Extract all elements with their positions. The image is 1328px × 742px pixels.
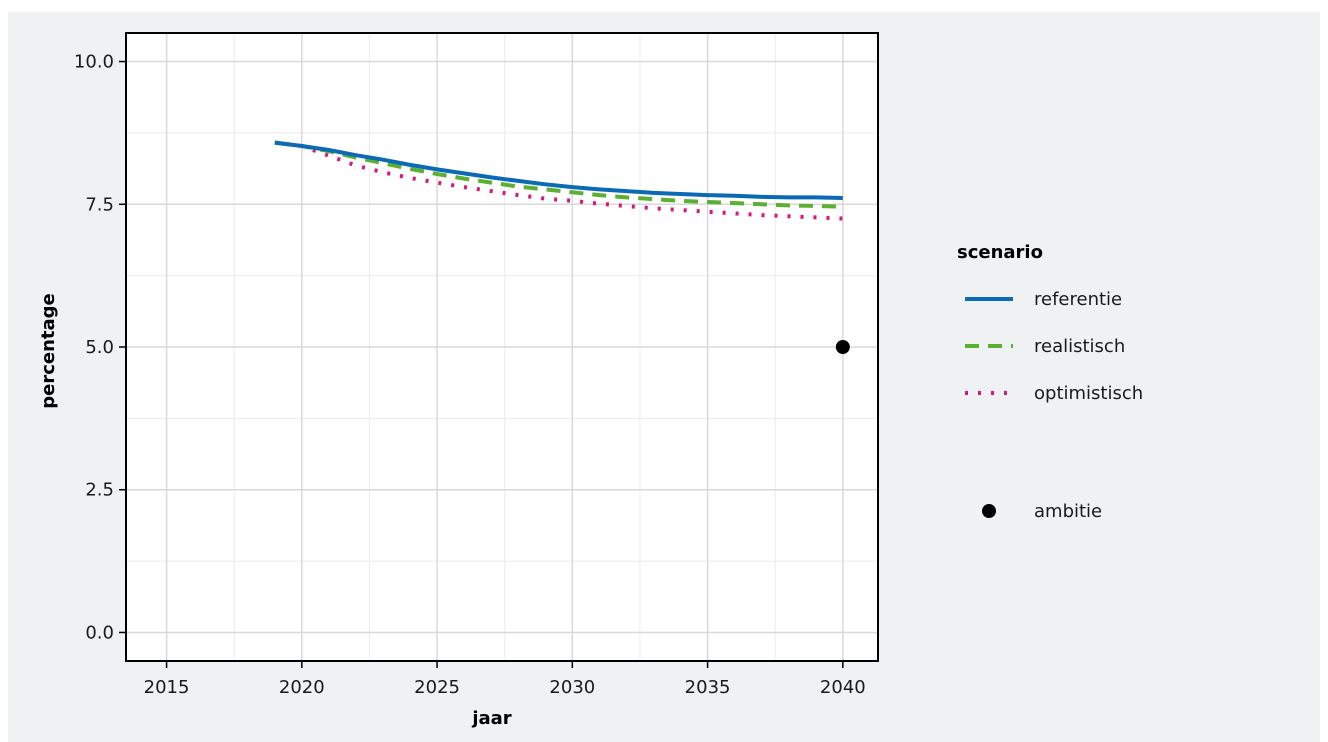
series-line-referentie <box>274 140 843 200</box>
y-tick-label: 2.5 <box>85 480 114 501</box>
y-tick-label: 10.0 <box>74 52 114 73</box>
points-group <box>835 340 850 354</box>
y-tick-label: 5.0 <box>85 337 114 358</box>
legend-label-referentie: referentie <box>1034 289 1122 310</box>
legend: scenario referentie realistisch optimistis… <box>957 242 1143 522</box>
legend-key-ambitie <box>982 504 996 518</box>
legend-items: referentie realistisch optimistisch <box>965 289 1143 404</box>
legend-title: scenario <box>957 242 1043 263</box>
x-tick-label: 2025 <box>414 677 460 698</box>
x-tick-label: 2030 <box>549 677 595 698</box>
legend-label-ambitie: ambitie <box>1034 501 1102 522</box>
x-tick-label: 2020 <box>279 677 325 698</box>
x-axis: 2015 2020 2025 2030 2035 2040 <box>144 661 866 698</box>
y-tick-label: 7.5 <box>85 194 114 215</box>
legend-label-optimistisch: optimistisch <box>1034 383 1143 404</box>
y-tick-label: 0.0 <box>85 622 114 643</box>
x-axis-title: jaar <box>471 708 511 729</box>
y-axis-title: percentage <box>38 293 59 409</box>
grid-lines <box>126 33 878 661</box>
x-tick-label: 2040 <box>820 677 866 698</box>
point-ambitie <box>835 340 850 354</box>
legend-points: ambitie <box>982 501 1102 522</box>
series-group <box>274 140 843 221</box>
x-tick-label: 2035 <box>685 677 731 698</box>
legend-label-realistisch: realistisch <box>1034 336 1125 357</box>
y-axis: 0.0 2.5 5.0 7.5 10.0 <box>74 52 126 643</box>
x-tick-label: 2015 <box>144 677 190 698</box>
series-line-realistisch <box>274 140 843 209</box>
